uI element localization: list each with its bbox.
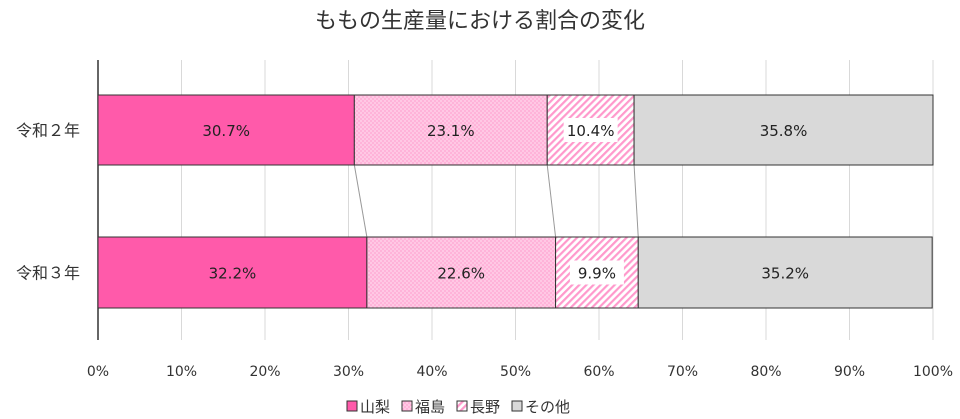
legend-swatch	[456, 400, 468, 412]
data-label: 9.9%	[578, 265, 616, 283]
bar-segment	[633, 94, 934, 166]
chart-title: ももの生産量における割合の変化	[315, 9, 645, 34]
data-label: 23.1%	[427, 122, 475, 140]
legend-label: 山梨	[360, 398, 390, 416]
bar-segment	[637, 236, 933, 309]
data-label: 10.4%	[567, 122, 615, 140]
data-label: 22.6%	[437, 265, 485, 283]
x-tick-label: 90%	[834, 364, 865, 380]
legend-label: その他	[525, 398, 570, 416]
legend-label: 長野	[470, 398, 500, 416]
x-tick-label: 10%	[166, 364, 197, 380]
x-tick-label: 100%	[913, 364, 953, 380]
data-label: 30.7%	[202, 122, 250, 140]
legend-swatch	[401, 400, 413, 412]
data-label: 35.2%	[761, 265, 809, 283]
bar-segment	[555, 236, 639, 309]
series-line	[633, 164, 639, 238]
data-label-background	[569, 260, 624, 285]
series-line	[546, 164, 557, 238]
x-tick-label: 30%	[333, 364, 364, 380]
bar-segment	[97, 94, 355, 166]
category-label: 令和３年	[16, 264, 80, 283]
x-tick-label: 80%	[750, 364, 781, 380]
x-tick-label: 60%	[583, 364, 614, 380]
legend-label: 福島	[415, 398, 445, 416]
legend-swatch	[511, 400, 523, 412]
data-label-background	[563, 118, 618, 142]
legend-swatch	[346, 400, 358, 412]
x-tick-label: 70%	[667, 364, 698, 380]
bar-segment	[353, 94, 548, 166]
data-label: 32.2%	[209, 265, 257, 283]
x-tick-label: 50%	[500, 364, 531, 380]
bar-segment	[97, 236, 368, 309]
bar-segment	[366, 236, 557, 309]
category-label: 令和２年	[16, 121, 80, 140]
x-tick-label: 20%	[249, 364, 280, 380]
data-label: 35.8%	[760, 122, 808, 140]
x-tick-label: 0%	[87, 364, 109, 380]
series-line	[353, 164, 368, 238]
x-tick-label: 40%	[416, 364, 447, 380]
